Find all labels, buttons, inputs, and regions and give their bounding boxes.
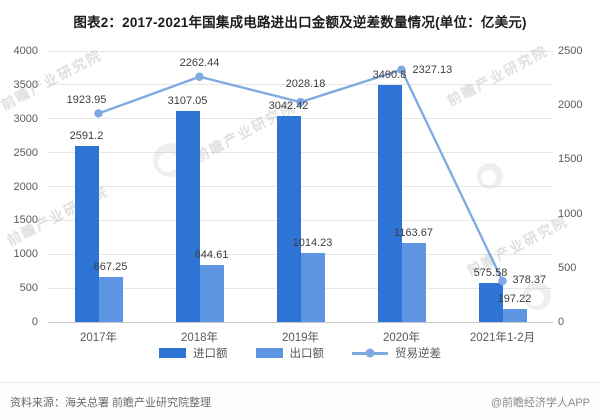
grid-line: [48, 219, 553, 221]
legend-item-export: 出口额: [255, 345, 325, 361]
bar-export: [199, 264, 224, 322]
source-note: 资料来源：海关总署 前瞻产业研究院整理: [10, 396, 212, 409]
legend-item-deficit: 贸易逆差: [352, 345, 441, 361]
y-axis-tick-left: 2500: [13, 146, 38, 159]
bar-export: [98, 276, 123, 322]
y-axis-tick-left: 1500: [13, 214, 38, 227]
line-value-label: 378.37: [512, 273, 547, 286]
grid-line: [48, 50, 553, 52]
line-value-label: 2262.44: [179, 56, 220, 69]
y-axis-tick-left: 1000: [13, 248, 38, 261]
legend-label: 进口额: [193, 348, 228, 360]
legend-label: 出口额: [289, 348, 325, 360]
x-axis-label: 2019年: [281, 332, 320, 344]
legend-line-swatch: [352, 348, 388, 358]
legend-bar-swatch: [255, 348, 283, 358]
bar-import: [478, 283, 503, 322]
grid-line: [48, 321, 553, 323]
watermark-logo-icon: [523, 282, 551, 310]
credit-note: @前瞻经济学人APP: [490, 396, 590, 409]
x-axis-label: 2018年: [180, 332, 219, 344]
bar-value-label: 3490.8: [372, 69, 407, 82]
line-marker: [195, 72, 204, 81]
y-axis-tick-left: 0: [31, 316, 38, 328]
grid-line: [48, 186, 553, 187]
line-marker: [94, 109, 103, 118]
x-axis-label: 2021年1-2月: [469, 332, 536, 344]
y-axis-tick-right: 2000: [558, 99, 583, 112]
y-axis-tick-right: 0: [558, 316, 565, 328]
bar-export: [300, 253, 325, 322]
legend-label: 贸易逆差: [395, 348, 441, 360]
footer: 资料来源：海关总署 前瞻产业研究院整理 @前瞻经济学人APP: [0, 382, 600, 420]
legend-line-marker-icon: [365, 348, 375, 358]
bar-import: [377, 85, 402, 322]
bar-export: [502, 308, 527, 322]
legend: 进口额 出口额 贸易逆差: [0, 345, 600, 361]
bar-value-label: 2591.2: [69, 130, 104, 143]
bar-import: [276, 115, 301, 322]
y-axis-tick-left: 3000: [13, 112, 38, 125]
line-value-label: 2327.13: [412, 63, 453, 76]
y-axis-tick-right: 1500: [558, 153, 583, 166]
bar-value-label: 3042.42: [268, 99, 309, 112]
x-axis-label: 2017年: [79, 332, 118, 344]
grid-line: [48, 152, 553, 154]
bar-value-label: 197.22: [497, 292, 532, 305]
bar-value-label: 575.58: [473, 267, 508, 279]
bar-value-label: 1014.23: [292, 237, 333, 250]
y-axis-tick-right: 1000: [558, 207, 583, 220]
grid-line: [48, 118, 553, 120]
legend-bar-swatch: [159, 348, 186, 358]
bar-import: [74, 146, 99, 322]
bar-value-label: 1163.67: [394, 227, 433, 240]
bar-export: [401, 243, 426, 322]
line-value-label: 2028.18: [285, 78, 326, 91]
bar-import: [175, 111, 200, 322]
y-axis-tick-left: 3500: [13, 78, 38, 91]
bar-value-label: 3107.05: [167, 95, 208, 108]
y-axis-tick-left: 2000: [13, 180, 38, 193]
bar-value-label: 844.61: [194, 248, 229, 261]
y-axis-tick-right: 500: [558, 261, 577, 274]
watermark-logo-icon: [477, 163, 503, 189]
legend-item-import: 进口额: [159, 345, 228, 361]
y-axis-tick-left: 4000: [13, 45, 38, 57]
x-axis-label: 2020年: [382, 332, 421, 344]
line-value-label: 1923.95: [66, 94, 107, 107]
y-axis-tick-left: 500: [19, 282, 38, 295]
bar-value-label: 667.25: [93, 260, 128, 273]
chart-title: 图表2：2017-2021年国集成电路进出口金额及逆差数量情况(单位：亿美元): [73, 15, 527, 30]
y-axis-tick-right: 2500: [558, 45, 583, 57]
